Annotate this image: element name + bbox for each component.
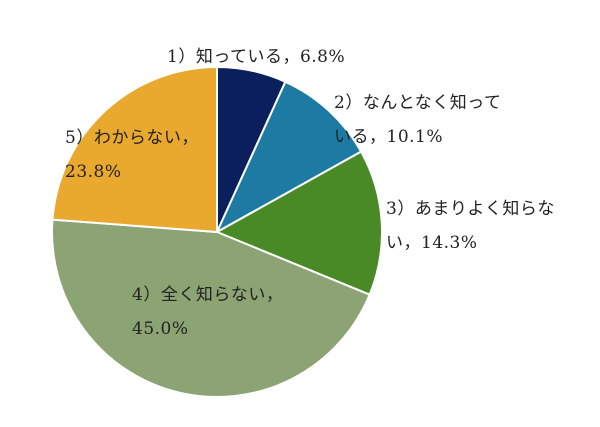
pie-label-1: 1）知っている，6.8% (167, 47, 345, 67)
pie-slice-2 (216, 80, 363, 233)
pie-label-3-line-1: 3）あまりよく知らな (386, 199, 555, 219)
pie-label-4: 4）全く知らない， 45.0% (132, 285, 283, 339)
pie-label-3-line-2: い，14.3% (386, 233, 478, 253)
pie-slices (51, 66, 384, 398)
pie-label-2-line-1: 2）なんとなく知って (334, 93, 501, 113)
pie-label-2-line-2: いる，10.1% (334, 127, 443, 147)
pie-label-5: 5）わからない， 23.8% (65, 128, 199, 182)
pie-label-3: 3）あまりよく知らない，14.3% (386, 199, 555, 253)
pie-labels: 1）知っている，6.8% 2）なんとなく知っている，10.1% 3）あまりよく知らな… (65, 47, 555, 339)
pie-slice-5 (51, 66, 218, 233)
pie-slice-3 (216, 150, 384, 296)
pie-label-4-line-1: 4）全く知らない， (132, 285, 283, 305)
pie-label-5-line-2: 23.8% (65, 162, 122, 182)
pie-label-1-line-1: 1）知っている，6.8% (167, 47, 345, 67)
pie-label-2: 2）なんとなく知っている，10.1% (334, 93, 501, 147)
pie-label-5-line-1: 5）わからない， (65, 128, 199, 148)
pie-slice-4 (51, 218, 371, 398)
pie-label-4-line-2: 45.0% (132, 319, 189, 339)
